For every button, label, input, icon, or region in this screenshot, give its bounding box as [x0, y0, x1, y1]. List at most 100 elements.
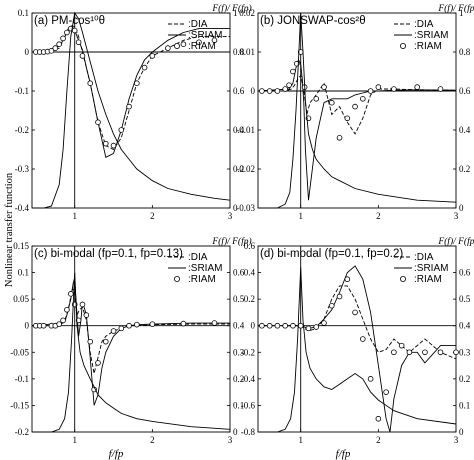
- riam-point-c: [102, 338, 109, 345]
- y-tick-label-b: -0.02: [236, 164, 255, 174]
- y2-tick-label-d: 0.3: [459, 347, 471, 357]
- riam-point-b: [266, 88, 273, 94]
- y-tick-label-c: -0.15: [10, 400, 29, 410]
- legend-label-c: :RIAM: [188, 274, 216, 285]
- y2-tick-label-a: 0.8: [233, 47, 245, 57]
- riam-point-a: [52, 45, 59, 51]
- legend-marker-riam-d: [399, 275, 406, 282]
- riam-point-b: [352, 103, 358, 110]
- y2-tick-label-c: 0.3: [233, 347, 245, 357]
- riam-point-b: [286, 82, 292, 88]
- riam-point-a: [79, 53, 86, 59]
- y-tick-label-b: 0: [251, 86, 256, 96]
- y2-tick-label-d: 0.2: [459, 374, 470, 384]
- legend-label-c: :DIA: [188, 252, 208, 263]
- riam-point-c: [64, 306, 70, 313]
- y2-tick-label-c: 0.6: [233, 268, 245, 278]
- y-tick-label-c: 0.05: [13, 294, 29, 304]
- x-tick-label-a: 3: [228, 211, 233, 221]
- x-tick-label-c: 2: [150, 435, 155, 445]
- riam-point-a: [95, 119, 101, 125]
- y2-tick-label-b: 0.6: [459, 86, 471, 96]
- plot-frame-b: [257, 12, 457, 209]
- riam-point-c: [126, 322, 132, 329]
- spectrum-line-b: [258, 12, 457, 209]
- riam-point-b: [344, 115, 351, 122]
- y2-tick-label-b: 0: [459, 203, 464, 213]
- riam-point-b: [336, 135, 343, 141]
- x-tick-label-a: 1: [72, 211, 77, 221]
- plot-frame-d: [257, 245, 457, 433]
- riam-point-d: [360, 336, 366, 342]
- riam-point-a: [75, 39, 82, 46]
- riam-point-d: [282, 322, 288, 329]
- riam-point-a: [126, 103, 132, 110]
- riam-point-a: [196, 39, 202, 46]
- plot-frame-a: [31, 12, 231, 209]
- riam-point-d: [274, 322, 281, 329]
- legend-label-d: :SRIAM: [414, 263, 448, 274]
- riam-point-d: [367, 376, 374, 382]
- riam-point-c: [40, 322, 47, 329]
- riam-point-d: [313, 324, 320, 330]
- y-tick-label-d: -0.4: [241, 374, 256, 384]
- y-tick-label-a: -0.4: [15, 203, 30, 213]
- y2-tick-label-c: 0.4: [233, 321, 245, 331]
- riam-point-a: [56, 41, 62, 47]
- x-tick-label-d: 1: [298, 435, 303, 445]
- riam-point-d: [328, 302, 335, 309]
- riam-point-b: [282, 86, 288, 92]
- y-tick-label-d: 0.2: [244, 294, 255, 304]
- y-tick-label-a: 0: [25, 47, 30, 57]
- y2-tick-label-b: 0.2: [459, 164, 470, 174]
- riam-point-c: [56, 321, 62, 327]
- riam-point-c: [149, 321, 156, 327]
- riam-point-c: [134, 321, 140, 328]
- legend-marker-riam-b: [399, 43, 406, 50]
- y2-tick-label-d: 0: [459, 427, 464, 437]
- y-tick-label-d: 0.6: [244, 241, 256, 251]
- riam-point-a: [87, 80, 94, 86]
- y2-tick-label-c: 0: [233, 427, 238, 437]
- legend-label-b: :SRIAM: [414, 30, 448, 41]
- right-axis-label-b: F(f)/ F(fp): [437, 3, 474, 14]
- riam-point-c: [95, 360, 101, 366]
- riam-point-d: [453, 349, 459, 356]
- y2-tick-label-b: 1: [459, 8, 464, 18]
- legend-label-d: :DIA: [414, 252, 434, 263]
- riam-point-d: [422, 349, 428, 356]
- panel-a: -0.4 -0.3 -0.2 -0.1 0 0.1 0 0.2 0.4 0.6 0.8 1 1 2 3 F(f…: [15, 3, 252, 221]
- y2-tick-label-c: 0.1: [233, 400, 244, 410]
- riam-point-b: [414, 84, 420, 90]
- riam-point-a: [141, 64, 148, 71]
- riam-point-c: [79, 301, 86, 308]
- riam-point-d: [391, 349, 397, 356]
- riam-point-d: [321, 320, 327, 326]
- y2-tick-label-c: 0.2: [233, 374, 244, 384]
- x-axis-label: f/fp: [109, 448, 124, 460]
- riam-point-b: [375, 84, 382, 90]
- y2-tick-label-d: 0.6: [459, 268, 471, 278]
- y-tick-label-b: -0.01: [236, 125, 255, 135]
- right-axis-label-d: F(f)/ F(fp): [437, 236, 474, 247]
- legend-label-b: :RIAM: [414, 41, 442, 52]
- riam-point-d: [352, 309, 358, 316]
- dia-line-c: [32, 286, 230, 374]
- y-tick-label-a: 0.1: [18, 8, 29, 18]
- riam-point-d: [344, 276, 351, 283]
- panel-d: -0.8 -0.6 -0.4 -0.2 0 0.2 0.4 0.6 0 0.1 0.2 0.3 0.4 0…: [241, 236, 474, 445]
- sriam-line-d: [258, 265, 456, 433]
- spectrum-line-a: [32, 11, 231, 209]
- riam-point-d: [259, 322, 265, 329]
- y2-tick-label-a: 1: [233, 8, 238, 18]
- y2-tick-label-a: 0.6: [233, 86, 245, 96]
- panel-title-a: (a) PM-cos¹⁰θ: [34, 15, 105, 27]
- riam-point-b: [391, 86, 397, 92]
- legend-label-d: :RIAM: [414, 274, 442, 285]
- x-axis-label-right: f/fp: [336, 448, 351, 460]
- riam-point-a: [71, 27, 78, 34]
- spectrum-line-d: [258, 267, 457, 433]
- riam-point-a: [165, 45, 171, 51]
- y-tick-label-c: -0.1: [15, 374, 29, 384]
